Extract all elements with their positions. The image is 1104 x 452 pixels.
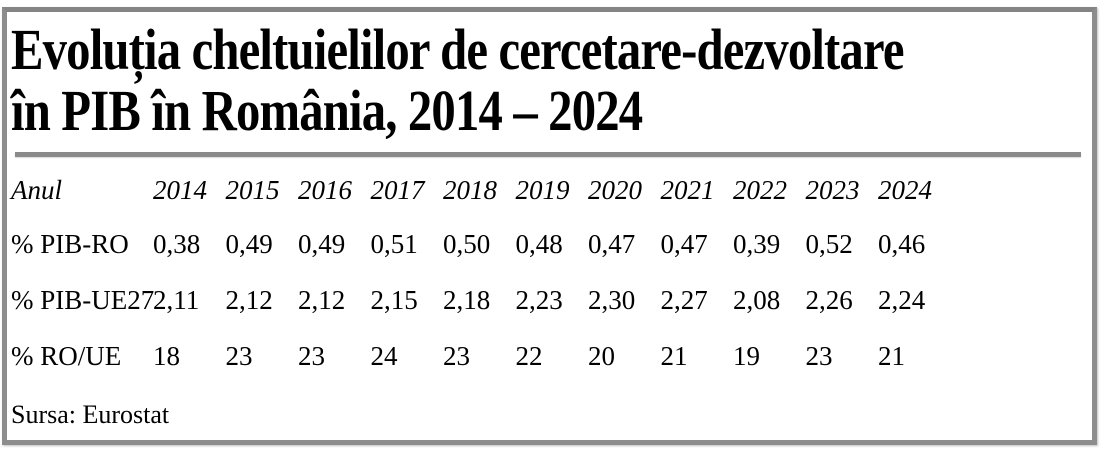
source-note: Sursa: Eurostat	[11, 399, 170, 429]
table-cell: 23	[443, 341, 470, 372]
table-cell: 2,23	[515, 285, 563, 316]
column-header-year: 2019	[515, 175, 570, 206]
column-header-year: 2020	[588, 175, 642, 206]
page-title: Evoluția cheltuielilor de cercetare-dezv…	[11, 17, 1086, 143]
column-header-year: 2023	[805, 175, 860, 206]
table-cell: 2,08	[733, 285, 781, 316]
table-row: % PIB-RO 0,38 0,49 0,49 0,51 0,50 0,48 0,47 0,47…	[11, 217, 1092, 273]
column-header-year: 2022	[733, 175, 787, 206]
table-cell: 0,47	[660, 229, 708, 260]
table-cell: 2,12	[225, 285, 273, 316]
table-cell: 23	[298, 341, 325, 372]
table-row: % RO/UE 18 23 23 24 23 22 20 21 19 23 21	[11, 329, 1092, 385]
table-cell: 19	[733, 341, 760, 372]
row-label: % PIB-RO	[11, 229, 129, 260]
column-header-year: 2016	[298, 175, 352, 206]
table-cell: 22	[515, 341, 543, 372]
column-header-year: 2024	[878, 175, 932, 206]
table-header-row: Anul 2014 2015 2016 2017 2018 2019 2020 2021 2022…	[11, 165, 1092, 217]
column-header-year: 2014	[153, 175, 207, 206]
column-header-year: 2017	[370, 175, 425, 206]
table-cell: 2,12	[298, 285, 346, 316]
table-cell: 0,49	[225, 229, 273, 260]
column-header-label: Anul	[11, 175, 62, 206]
page-title-line2: în PIB în România, 2014 – 2024	[11, 77, 643, 143]
table-cell: 2,30	[588, 285, 636, 316]
table-cell: 0,47	[588, 229, 636, 260]
column-header-year: 2018	[443, 175, 497, 206]
table-cell: 0,38	[153, 229, 201, 260]
table-cell: 2,15	[370, 285, 418, 316]
data-table: Anul 2014 2015 2016 2017 2018 2019 2020 2021 2022…	[11, 165, 1092, 385]
column-header-year: 2021	[660, 175, 715, 206]
table-cell: 0,49	[298, 229, 346, 260]
title-separator-rule	[15, 151, 1081, 157]
column-header-year: 2015	[225, 175, 280, 206]
table-cell: 2,26	[805, 285, 853, 316]
table-cell: 21	[660, 341, 688, 372]
table-cell: 2,24	[878, 285, 926, 316]
table-cell: 18	[153, 341, 180, 372]
table-cell: 0,39	[733, 229, 781, 260]
row-label: % PIB-UE27	[11, 285, 155, 316]
table-cell: 23	[225, 341, 253, 372]
table-row: % PIB-UE27 2,11 2,12 2,12 2,15 2,18 2,23 2,30 2,…	[11, 273, 1092, 329]
table-cell: 21	[878, 341, 905, 372]
table-cell: 24	[370, 341, 398, 372]
table-cell: 2,27	[660, 285, 708, 316]
table-cell: 0,52	[805, 229, 853, 260]
table-cell: 0,51	[370, 229, 418, 260]
table-cell: 0,48	[515, 229, 563, 260]
table-cell: 0,46	[878, 229, 926, 260]
table-cell: 2,18	[443, 285, 491, 316]
row-label: % RO/UE	[11, 341, 122, 372]
table-cell: 2,11	[153, 285, 200, 316]
page-title-line1: Evoluția cheltuielilor de cercetare-dezv…	[11, 17, 904, 82]
table-cell: 20	[588, 341, 615, 372]
table-cell: 23	[805, 341, 833, 372]
slide-frame: Evoluția cheltuielilor de cercetare-dezv…	[2, 7, 1097, 445]
table-cell: 0,50	[443, 229, 491, 260]
